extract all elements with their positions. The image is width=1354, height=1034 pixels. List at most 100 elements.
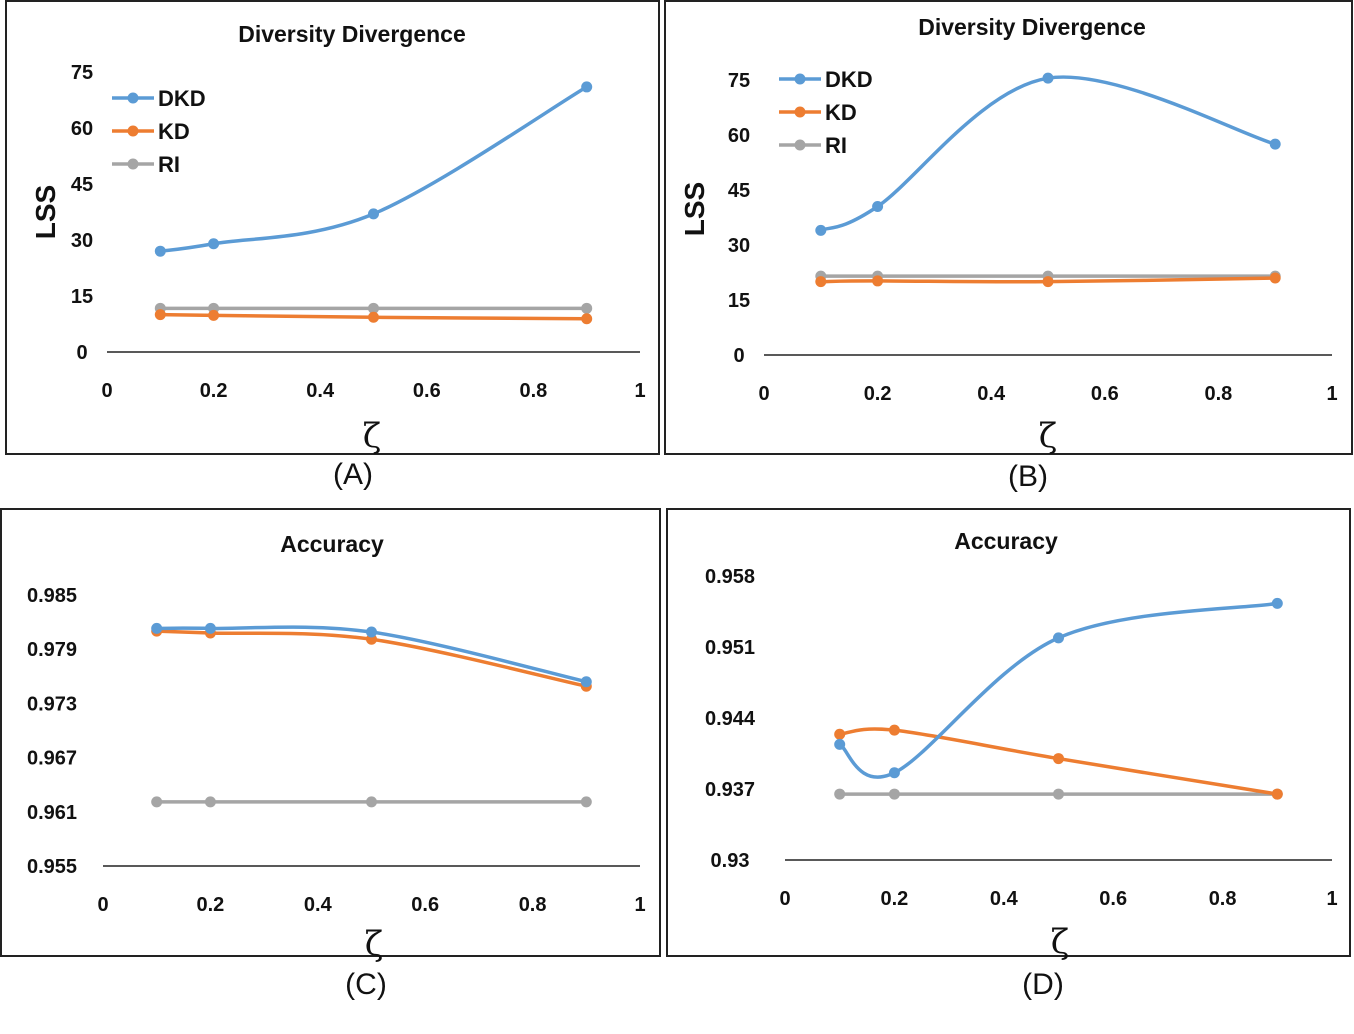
x-tick-label: 1 <box>634 380 645 402</box>
y-tick-label: 0.93 <box>711 850 750 872</box>
series-line-dkd <box>158 85 589 253</box>
y-tick-label: 0.951 <box>705 637 755 659</box>
x-axis-label: ζ <box>363 416 381 456</box>
caption-a: (A) <box>333 458 373 491</box>
x-tick-label: 0.8 <box>519 380 547 402</box>
x-tick-label: 0.8 <box>519 894 547 916</box>
chart-svg-c: Accuracy 0.955 0.961 0.967 0.973 0.979 0.985 0 0… <box>27 531 646 964</box>
chart-svg-d: Accuracy 0.93 0.937 0.944 0.951 0.958 0 0.2 0.4 0… <box>705 528 1338 962</box>
series-line-kd <box>819 276 1277 284</box>
data-point-ri <box>368 302 379 314</box>
x-tick-label: 0 <box>758 383 769 405</box>
x-tick-label: 0.6 <box>1091 383 1119 405</box>
x-tick-label: 0.2 <box>196 894 224 916</box>
x-tick-label: 0.8 <box>1209 888 1237 910</box>
x-tick-label: 0 <box>101 380 112 402</box>
legend-label-ri: RI <box>825 133 847 158</box>
legend-marker-kd <box>794 106 806 118</box>
x-tick-label: 0.2 <box>864 383 892 405</box>
chart-panel-b: Diversity Divergence 0 15 30 45 60 75 0 0.2 0.4 0.… <box>664 0 1353 456</box>
data-point-kd <box>368 311 379 323</box>
x-tick-label: 0 <box>97 894 108 916</box>
legend-label-dkd: DKD <box>158 86 206 111</box>
x-tick-label: 0.4 <box>304 894 333 916</box>
x-tick-label: 0.6 <box>413 380 441 402</box>
data-point-dkd <box>208 238 220 250</box>
y-tick-label: 0 <box>733 345 744 367</box>
data-point-kd <box>815 276 827 288</box>
y-tick-label: 0.961 <box>27 802 77 824</box>
data-point-dkd <box>1042 72 1054 84</box>
y-tick-label: 45 <box>71 174 93 196</box>
legend-marker-kd <box>127 125 139 137</box>
series-line-dkd <box>837 601 1280 779</box>
data-point-ri <box>888 788 900 800</box>
data-point-kd <box>581 313 593 325</box>
series-line-kd <box>154 629 589 688</box>
y-tick-label: 15 <box>728 290 750 312</box>
y-tick-label: 15 <box>71 286 93 308</box>
x-tick-label: 1 <box>634 894 645 916</box>
data-point-kd <box>1271 788 1283 800</box>
caption-c: (C) <box>345 968 387 1001</box>
chart-svg-a: Diversity Divergence 0 15 30 45 60 75 0 0.2 0.4 0.… <box>30 21 646 456</box>
legend-marker-dkd <box>127 92 139 104</box>
data-point-dkd <box>366 626 377 638</box>
chart-title: Accuracy <box>280 531 384 557</box>
y-tick-label: 0 <box>76 342 87 364</box>
data-point-ri <box>834 788 846 800</box>
chart-title: Accuracy <box>954 528 1058 554</box>
x-tick-label: 0.8 <box>1204 383 1232 405</box>
data-point-kd <box>208 309 220 321</box>
x-tick-label: 0 <box>779 888 790 910</box>
y-axis-label: LSS <box>679 182 710 236</box>
data-point-dkd <box>872 201 884 212</box>
x-tick-label: 0.6 <box>411 894 439 916</box>
x-tick-label: 0.4 <box>990 888 1019 910</box>
y-tick-label: 75 <box>71 62 93 84</box>
x-tick-label: 0.2 <box>880 888 908 910</box>
data-point-kd <box>872 275 884 287</box>
data-point-dkd <box>580 676 592 688</box>
chart-title: Diversity Divergence <box>918 14 1146 40</box>
data-point-ri <box>151 796 163 808</box>
legend-marker-dkd <box>794 73 806 85</box>
x-axis-label: ζ <box>1039 416 1057 456</box>
y-tick-label: 60 <box>71 118 93 140</box>
data-point-dkd <box>1271 597 1283 609</box>
data-point-dkd <box>1269 138 1281 150</box>
data-point-dkd <box>581 81 593 93</box>
y-tick-label: 30 <box>728 235 750 257</box>
y-tick-label: 0.985 <box>27 585 77 607</box>
series-line-dkd <box>819 75 1277 233</box>
y-tick-label: 0.958 <box>705 566 755 588</box>
data-point-ri <box>1053 788 1064 800</box>
data-point-kd <box>834 728 846 740</box>
y-tick-label: 0.967 <box>27 748 77 770</box>
data-point-ri <box>581 302 593 314</box>
legend-label-kd: KD <box>158 119 190 144</box>
y-tick-label: 0.944 <box>705 708 756 730</box>
y-tick-label: 0.973 <box>27 693 77 715</box>
chart-panel-c: Accuracy 0.955 0.961 0.967 0.973 0.979 0.985 0 0… <box>0 508 661 964</box>
y-tick-label: 0.979 <box>27 639 77 661</box>
data-point-dkd <box>154 245 166 257</box>
caption-b: (B) <box>1008 460 1048 493</box>
data-point-dkd <box>888 767 900 779</box>
data-point-ri <box>580 796 592 808</box>
x-axis-label: ζ <box>1051 922 1069 962</box>
legend-marker-ri <box>127 158 139 170</box>
data-point-dkd <box>204 622 216 634</box>
x-tick-label: 1 <box>1326 383 1337 405</box>
data-point-dkd <box>1053 632 1064 644</box>
legend-label-kd: KD <box>825 100 857 125</box>
x-tick-label: 1 <box>1326 888 1337 910</box>
y-tick-label: 60 <box>728 125 750 147</box>
x-tick-label: 0.4 <box>306 380 335 402</box>
data-point-dkd <box>815 224 827 236</box>
data-point-kd <box>154 309 166 321</box>
data-point-ri <box>366 796 377 808</box>
x-tick-label: 0.2 <box>200 380 228 402</box>
data-point-kd <box>1269 272 1281 284</box>
chart-svg-b: Diversity Divergence 0 15 30 45 60 75 0 0.2 0.4 0.… <box>679 14 1338 456</box>
